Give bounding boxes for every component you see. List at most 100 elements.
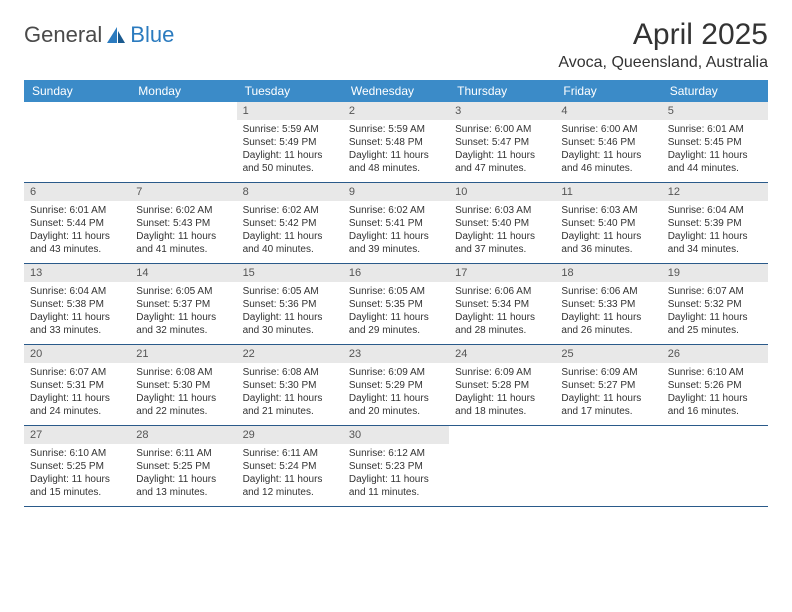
- sunset-text: Sunset: 5:29 PM: [349, 379, 443, 392]
- sunset-text: Sunset: 5:40 PM: [455, 217, 549, 230]
- sunrise-text: Sunrise: 6:03 AM: [561, 204, 655, 217]
- daylight-text: Daylight: 11 hours and 13 minutes.: [136, 473, 230, 499]
- day-number: 3: [449, 102, 555, 120]
- sunset-text: Sunset: 5:32 PM: [668, 298, 762, 311]
- sunset-text: Sunset: 5:23 PM: [349, 460, 443, 473]
- sunrise-text: Sunrise: 6:02 AM: [243, 204, 337, 217]
- day-number: 7: [130, 183, 236, 201]
- sunset-text: Sunset: 5:39 PM: [668, 217, 762, 230]
- calendar-cell: 30Sunrise: 6:12 AMSunset: 5:23 PMDayligh…: [343, 426, 449, 506]
- sunset-text: Sunset: 5:30 PM: [243, 379, 337, 392]
- page-header: General Blue April 2025 Avoca, Queenslan…: [24, 18, 768, 72]
- day-number: 10: [449, 183, 555, 201]
- sunset-text: Sunset: 5:42 PM: [243, 217, 337, 230]
- sunrise-text: Sunrise: 6:11 AM: [243, 447, 337, 460]
- day-number: 4: [555, 102, 661, 120]
- day-number: 2: [343, 102, 449, 120]
- sunset-text: Sunset: 5:40 PM: [561, 217, 655, 230]
- calendar-cell: 2Sunrise: 5:59 AMSunset: 5:48 PMDaylight…: [343, 102, 449, 182]
- dayhead-tue: Tuesday: [237, 80, 343, 102]
- sunset-text: Sunset: 5:31 PM: [30, 379, 124, 392]
- sunset-text: Sunset: 5:27 PM: [561, 379, 655, 392]
- daylight-text: Daylight: 11 hours and 47 minutes.: [455, 149, 549, 175]
- daylight-text: Daylight: 11 hours and 12 minutes.: [243, 473, 337, 499]
- daylight-text: Daylight: 11 hours and 34 minutes.: [668, 230, 762, 256]
- daylight-text: Daylight: 11 hours and 18 minutes.: [455, 392, 549, 418]
- sunset-text: Sunset: 5:35 PM: [349, 298, 443, 311]
- dayhead-thu: Thursday: [449, 80, 555, 102]
- dayhead-sat: Saturday: [662, 80, 768, 102]
- sunrise-text: Sunrise: 6:01 AM: [30, 204, 124, 217]
- calendar-cell: [130, 102, 236, 182]
- daylight-text: Daylight: 11 hours and 44 minutes.: [668, 149, 762, 175]
- dayhead-sun: Sunday: [24, 80, 130, 102]
- sunrise-text: Sunrise: 6:02 AM: [136, 204, 230, 217]
- day-number: 30: [343, 426, 449, 444]
- daylight-text: Daylight: 11 hours and 16 minutes.: [668, 392, 762, 418]
- sunrise-text: Sunrise: 5:59 AM: [349, 123, 443, 136]
- daylight-text: Daylight: 11 hours and 15 minutes.: [30, 473, 124, 499]
- sunset-text: Sunset: 5:46 PM: [561, 136, 655, 149]
- sunrise-text: Sunrise: 6:02 AM: [349, 204, 443, 217]
- sunset-text: Sunset: 5:25 PM: [30, 460, 124, 473]
- calendar-cell: [555, 426, 661, 506]
- calendar-cell: 17Sunrise: 6:06 AMSunset: 5:34 PMDayligh…: [449, 264, 555, 344]
- sunrise-text: Sunrise: 6:05 AM: [243, 285, 337, 298]
- calendar-cell: 16Sunrise: 6:05 AMSunset: 5:35 PMDayligh…: [343, 264, 449, 344]
- sunrise-text: Sunrise: 6:10 AM: [30, 447, 124, 460]
- day-number: 22: [237, 345, 343, 363]
- week-row: 20 Sunrise: 6:07 AMSunset: 5:31 PM Dayligh…: [24, 345, 768, 426]
- day-number: 29: [237, 426, 343, 444]
- day-number: 19: [662, 264, 768, 282]
- calendar-cell: 19Sunrise: 6:07 AMSunset: 5:32 PMDayligh…: [662, 264, 768, 344]
- sunrise-text: Sunrise: 6:01 AM: [668, 123, 762, 136]
- calendar-grid: Sunday Monday Tuesday Wednesday Thursday…: [24, 80, 768, 507]
- calendar-cell: 3Sunrise: 6:00 AMSunset: 5:47 PMDaylight…: [449, 102, 555, 182]
- sunset-text: Sunset: 5:43 PM: [136, 217, 230, 230]
- day-number: 8: [237, 183, 343, 201]
- sunset-text: Sunset: 5:41 PM: [349, 217, 443, 230]
- day-number: 20: [24, 345, 130, 363]
- calendar-cell: 15Sunrise: 6:05 AMSunset: 5:36 PMDayligh…: [237, 264, 343, 344]
- day-number: 21: [130, 345, 236, 363]
- brand-logo: General Blue: [24, 22, 174, 48]
- calendar-cell: 28Sunrise: 6:11 AMSunset: 5:25 PMDayligh…: [130, 426, 236, 506]
- day-number: 6: [24, 183, 130, 201]
- brand-part1: General: [24, 22, 102, 48]
- daylight-text: Daylight: 11 hours and 29 minutes.: [349, 311, 443, 337]
- sunrise-text: Sunrise: 6:06 AM: [455, 285, 549, 298]
- daylight-text: Daylight: 11 hours and 43 minutes.: [30, 230, 124, 256]
- calendar-cell: 18Sunrise: 6:06 AMSunset: 5:33 PMDayligh…: [555, 264, 661, 344]
- calendar-cell: 26Sunrise: 6:10 AMSunset: 5:26 PMDayligh…: [662, 345, 768, 425]
- day-number: 18: [555, 264, 661, 282]
- sunrise-text: Sunrise: 6:04 AM: [668, 204, 762, 217]
- sunrise-text: Sunrise: 6:09 AM: [349, 366, 443, 379]
- day-number: 17: [449, 264, 555, 282]
- calendar-cell: 7Sunrise: 6:02 AMSunset: 5:43 PMDaylight…: [130, 183, 236, 263]
- week-row: 1Sunrise: 5:59 AMSunset: 5:49 PMDaylight…: [24, 102, 768, 183]
- daylight-text: Daylight: 11 hours and 26 minutes.: [561, 311, 655, 337]
- daylight-text: Daylight: 11 hours and 32 minutes.: [136, 311, 230, 337]
- day-number: 11: [555, 183, 661, 201]
- sunrise-text: Sunrise: 6:08 AM: [243, 366, 337, 379]
- sunrise-text: Sunrise: 6:00 AM: [455, 123, 549, 136]
- dayhead-fri: Friday: [555, 80, 661, 102]
- sunrise-text: Sunrise: 6:03 AM: [455, 204, 549, 217]
- daylight-text: Daylight: 11 hours and 25 minutes.: [668, 311, 762, 337]
- calendar-cell: 4Sunrise: 6:00 AMSunset: 5:46 PMDaylight…: [555, 102, 661, 182]
- sunrise-text: Sunrise: 6:07 AM: [30, 366, 124, 379]
- daylight-text: Daylight: 11 hours and 20 minutes.: [349, 392, 443, 418]
- daylight-text: Daylight: 11 hours and 28 minutes.: [455, 311, 549, 337]
- day-number: 25: [555, 345, 661, 363]
- calendar-cell: 6Sunrise: 6:01 AMSunset: 5:44 PMDaylight…: [24, 183, 130, 263]
- daylight-text: Daylight: 11 hours and 36 minutes.: [561, 230, 655, 256]
- calendar-cell: 23Sunrise: 6:09 AMSunset: 5:29 PMDayligh…: [343, 345, 449, 425]
- sunset-text: Sunset: 5:36 PM: [243, 298, 337, 311]
- sunset-text: Sunset: 5:37 PM: [136, 298, 230, 311]
- brand-sail-icon: [106, 26, 126, 44]
- sunrise-text: Sunrise: 6:04 AM: [30, 285, 124, 298]
- day-number: 9: [343, 183, 449, 201]
- dayhead-mon: Monday: [130, 80, 236, 102]
- day-number: 14: [130, 264, 236, 282]
- sunset-text: Sunset: 5:26 PM: [668, 379, 762, 392]
